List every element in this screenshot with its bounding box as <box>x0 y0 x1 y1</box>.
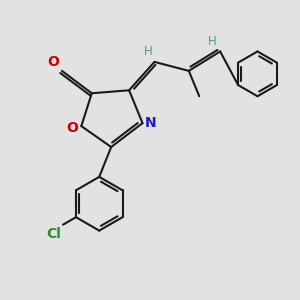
Text: N: N <box>145 116 157 130</box>
Text: H: H <box>207 35 216 49</box>
Text: Cl: Cl <box>46 227 61 241</box>
Text: O: O <box>47 56 59 69</box>
Text: H: H <box>143 45 152 58</box>
Text: O: O <box>67 121 78 135</box>
